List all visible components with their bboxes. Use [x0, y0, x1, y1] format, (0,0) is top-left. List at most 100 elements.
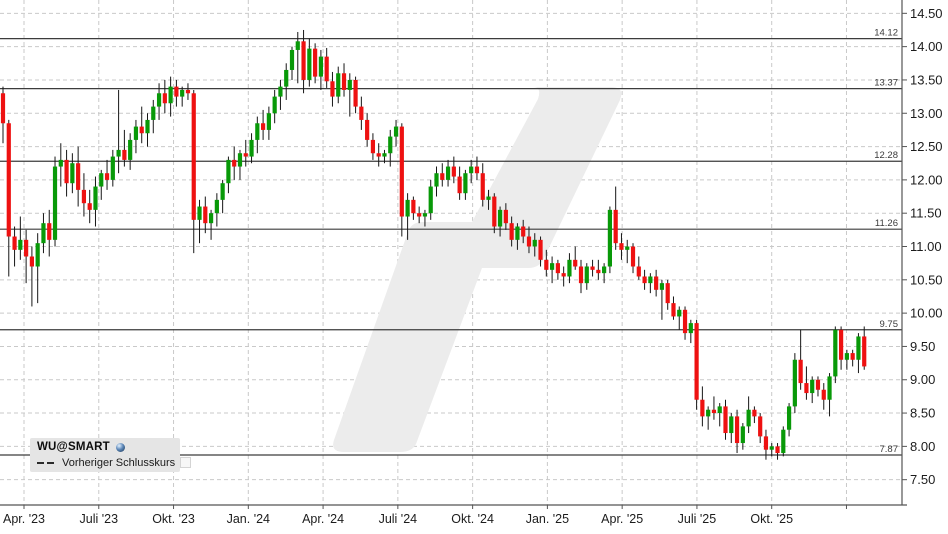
y-axis-label: 9.00	[910, 372, 935, 387]
candle-up	[272, 96, 277, 114]
candle-down	[665, 283, 670, 304]
candle-down	[203, 206, 208, 224]
y-axis-label: 13.50	[910, 72, 943, 87]
candle-down	[804, 383, 809, 394]
candle-down	[162, 93, 167, 104]
candle-down	[353, 79, 358, 107]
y-axis-labels: 14.50 14.00 13.50 13.00 12.50 12.00 11.50 11.00…	[910, 6, 943, 487]
watermark-logo	[333, 87, 622, 452]
candle-up	[833, 329, 838, 377]
candle-up	[382, 153, 387, 157]
candle-down	[596, 269, 601, 274]
candle-up	[226, 159, 231, 184]
candle-down	[76, 163, 81, 190]
candle-up	[810, 379, 815, 394]
candle-up	[659, 283, 665, 290]
candle-down	[821, 389, 826, 400]
candle-up	[781, 429, 786, 454]
candle-down	[839, 329, 844, 360]
candle-up	[706, 409, 711, 417]
candle-down	[64, 159, 69, 184]
candle-down	[104, 173, 110, 180]
candle-down	[365, 119, 370, 140]
candle-down	[232, 159, 237, 167]
candle-down	[474, 166, 480, 174]
candle-down	[862, 336, 867, 367]
candle-up	[278, 86, 283, 97]
candle-up	[428, 186, 433, 214]
candle-up	[35, 243, 40, 267]
candle-up	[70, 163, 75, 184]
candle-up	[729, 416, 734, 434]
candle-down	[619, 243, 624, 250]
candle-down	[700, 399, 705, 417]
candle-up	[856, 336, 861, 360]
vertical-gridlines	[23, 0, 847, 505]
candle-down	[590, 266, 595, 270]
candle-up	[393, 126, 399, 137]
candle-down	[0, 93, 6, 124]
x-axis-label: Jan. '25	[526, 512, 569, 526]
candle-down	[763, 436, 769, 450]
candlesticks	[0, 29, 867, 460]
candle-down	[324, 56, 329, 82]
y-axis-label: 11.50	[910, 206, 942, 221]
candle-up	[41, 223, 46, 244]
series-toggle-checkbox[interactable]	[180, 457, 192, 468]
candle-down	[775, 446, 780, 454]
candle-up	[792, 359, 797, 407]
x-axis-label: Juli '23	[80, 512, 119, 526]
candle-down	[798, 359, 803, 384]
candle-up	[237, 153, 243, 167]
candle-up	[255, 123, 260, 140]
series-label: Vorheriger Schlusskurs	[62, 456, 176, 469]
level-line-label: 11.26	[875, 218, 898, 229]
axes	[0, 0, 907, 509]
level-line-label: 14.12	[874, 28, 898, 39]
candle-up	[746, 409, 751, 427]
candle-down	[174, 86, 179, 97]
candle-down	[613, 209, 618, 244]
candle-up	[110, 156, 115, 180]
x-axis-label: Apr. '23	[3, 512, 45, 526]
candle-up	[515, 226, 520, 240]
candle-down	[526, 236, 532, 247]
x-axis-labels: Apr. '23 Juli '23 Okt. '23 Jan. '24 Apr. '24…	[3, 512, 793, 526]
candle-up	[145, 119, 150, 134]
symbol-label: WU@SMART	[37, 441, 110, 453]
candle-up	[769, 446, 774, 450]
candle-up	[786, 406, 792, 430]
candle-up	[197, 206, 202, 220]
candle-down	[509, 223, 514, 240]
candle-up	[249, 139, 254, 157]
candle-up	[827, 376, 832, 400]
candle-up	[180, 89, 185, 97]
candle-up	[318, 56, 323, 77]
y-axis-label: 14.00	[910, 39, 943, 54]
candle-up	[469, 166, 474, 174]
candle-up	[133, 126, 139, 140]
candle-up	[52, 166, 58, 240]
candle-down	[521, 226, 526, 237]
candle-up	[584, 266, 589, 284]
candle-down	[503, 209, 508, 224]
candle-down	[261, 123, 266, 130]
candle-up	[677, 309, 682, 317]
candle-up	[388, 136, 393, 154]
candle-up	[463, 173, 468, 194]
y-axis-label: 13.00	[910, 106, 943, 121]
candle-down	[399, 126, 404, 217]
candle-up	[445, 166, 451, 180]
candle-down	[492, 196, 497, 227]
candle-up	[156, 93, 162, 107]
x-axis-label: Okt. '25	[750, 512, 793, 526]
candle-up	[740, 426, 745, 444]
candle-up	[532, 239, 537, 247]
candle-up	[688, 323, 693, 334]
y-axis-label: 10.50	[910, 272, 943, 287]
globe-icon	[115, 442, 125, 452]
candle-down	[24, 239, 29, 257]
horizontal-gridlines	[0, 12, 902, 481]
